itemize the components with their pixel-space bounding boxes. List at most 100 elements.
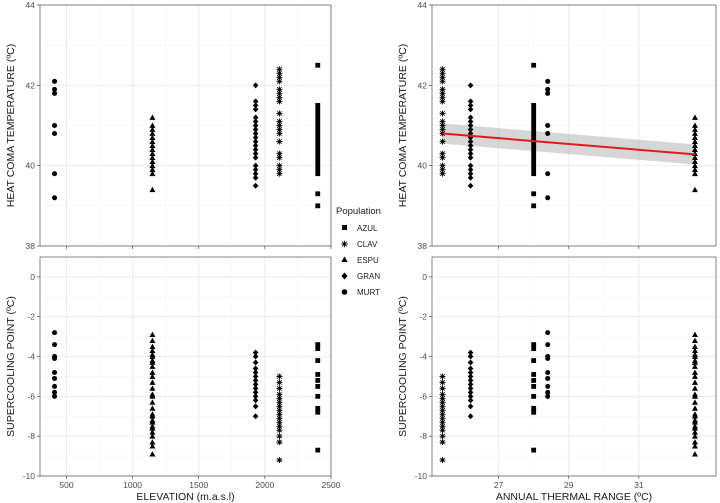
data-point-square: [315, 191, 321, 197]
y-tick-label: 42: [418, 80, 428, 90]
data-point-square: [531, 123, 537, 128]
data-point-diamond: [252, 106, 259, 113]
data-point-triangle: [149, 353, 156, 359]
y-tick-label: 44: [26, 0, 36, 10]
star-stroke: [440, 78, 445, 84]
data-point-circle: [545, 393, 551, 399]
data-point-circle: [545, 383, 551, 389]
data-point-diamond: [252, 166, 259, 173]
data-point-square: [531, 147, 537, 152]
data-point-diamond: [252, 385, 259, 392]
data-point-triangle: [149, 114, 156, 120]
data-point-square: [531, 115, 537, 120]
x-axis-title: ELEVATION (m.a.s.l): [136, 491, 234, 503]
data-point-diamond: [467, 174, 474, 181]
y-tick-label: 0: [422, 272, 427, 282]
x-tick-label: 1000: [123, 480, 142, 490]
star-stroke: [276, 155, 282, 161]
data-point-diamond: [252, 397, 259, 404]
data-point-diamond: [252, 381, 259, 388]
data-point-star: [276, 138, 283, 145]
data-point-triangle: [691, 359, 698, 365]
star-stroke: [276, 98, 282, 104]
data-point-triangle: [691, 146, 698, 152]
star-stroke: [440, 151, 445, 157]
data-point-star: [276, 379, 283, 386]
data-point-diamond: [252, 393, 259, 400]
legend-entry-azul: AZUL: [342, 224, 378, 233]
data-point-diamond: [467, 389, 474, 396]
y-tick-label: -4: [419, 352, 427, 362]
data-point-star: [276, 90, 283, 97]
star-stroke: [440, 90, 445, 96]
data-point-triangle: [149, 347, 156, 353]
data-point-circle: [52, 195, 58, 201]
data-point-diamond: [467, 170, 474, 177]
data-point-square: [315, 393, 321, 399]
legend-entry-gran: GRAN: [341, 272, 380, 281]
data-point-square: [531, 372, 537, 377]
chart-panels: 38 40 42 44 HEAT COMA TEMPERATURE (ºC) 38 40 42…: [5, 0, 717, 503]
legend-entry-clav: CLAV: [341, 240, 378, 249]
data-point-square: [531, 384, 537, 389]
data-point-star: [276, 433, 283, 440]
y-tick-label: -6: [419, 391, 427, 401]
data-point-circle: [545, 131, 551, 137]
data-point-square: [315, 203, 321, 209]
x-tick-label: 500: [59, 480, 73, 490]
data-point-triangle: [149, 126, 156, 132]
panel-border: [431, 256, 717, 477]
data-point-square: [531, 107, 537, 112]
data-point-square: [531, 409, 537, 415]
data-point-square: [315, 378, 321, 383]
data-point-circle: [545, 195, 551, 201]
y-tick-label: -8: [27, 431, 35, 441]
data-point-diamond: [467, 393, 474, 400]
data-point-square: [531, 203, 537, 209]
data-point-star: [439, 373, 446, 380]
data-point-triangle: [149, 150, 156, 157]
data-point-diamond: [467, 126, 474, 133]
data-point-star: [276, 66, 283, 73]
data-point-circle: [52, 123, 58, 128]
series-clav: [439, 66, 446, 177]
series-gran: [252, 82, 259, 189]
star-stroke: [440, 411, 445, 417]
star-stroke: [276, 395, 282, 401]
data-point-diamond: [252, 114, 259, 121]
data-point-diamond: [467, 369, 474, 376]
data-point-triangle: [149, 419, 156, 425]
star-stroke: [440, 74, 445, 80]
series-gran: [467, 349, 474, 420]
data-point-circle: [545, 342, 551, 348]
data-point-square: [315, 127, 321, 132]
star-stroke: [440, 139, 445, 145]
star-stroke: [276, 399, 282, 405]
star-stroke: [276, 439, 282, 445]
star-stroke: [440, 70, 445, 76]
data-point-circle: [52, 131, 58, 137]
data-point-diamond: [252, 102, 259, 109]
data-point-triangle: [691, 363, 698, 369]
data-point-star: [276, 98, 283, 105]
y-axis-title: HEAT COMA TEMPERATURE (ºC): [5, 44, 17, 208]
data-point-diamond: [252, 122, 259, 129]
x-tick-label: 27: [494, 480, 504, 490]
data-point-star: [439, 110, 446, 117]
data-point-diamond: [252, 365, 259, 372]
data-point-square: [315, 372, 321, 377]
data-point-circle: [545, 171, 551, 177]
data-point-square: [315, 447, 321, 453]
data-point-square: [315, 62, 321, 68]
data-point-diamond: [252, 403, 259, 410]
data-point-triangle: [149, 399, 156, 405]
star-stroke: [440, 66, 445, 72]
star-stroke: [440, 98, 445, 104]
data-point-star: [276, 419, 283, 426]
data-point-diamond: [467, 114, 474, 121]
data-point-triangle: [149, 433, 156, 439]
data-point-square: [531, 151, 537, 157]
star-stroke: [276, 151, 282, 157]
data-point-triangle: [149, 138, 156, 144]
data-point-triangle: [691, 439, 698, 445]
